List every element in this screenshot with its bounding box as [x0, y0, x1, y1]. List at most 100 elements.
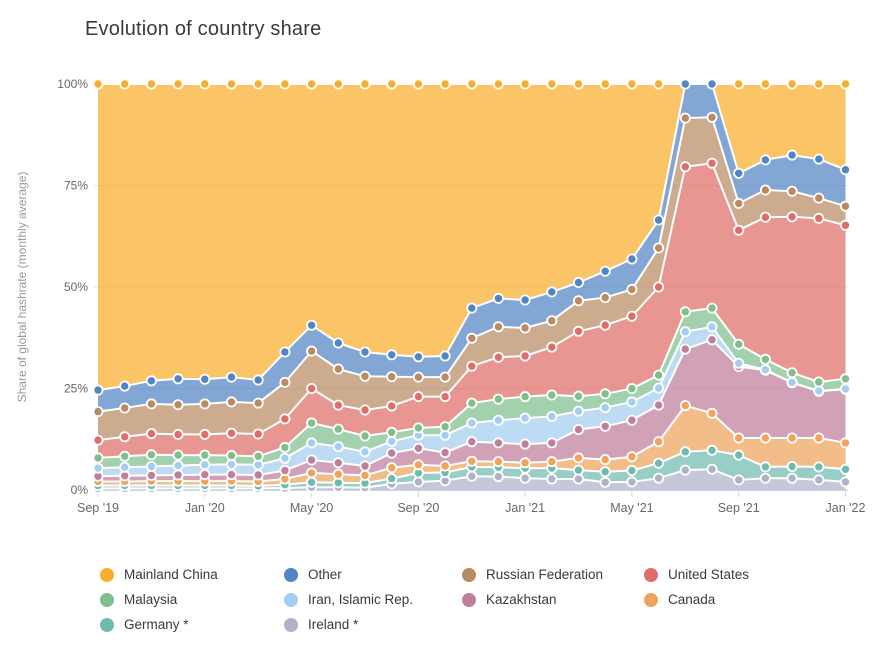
point-canada-sep-21[interactable] [733, 432, 745, 444]
point-canada-may-21[interactable] [626, 451, 638, 463]
legend-item-ireland[interactable]: Ireland * [284, 612, 462, 637]
point-kazakhstan-jun-20[interactable] [332, 457, 344, 469]
point-united-states-may-20[interactable] [306, 382, 318, 394]
point-other-aug-20[interactable] [386, 349, 398, 361]
point-iran-islamic-rep-jul-21[interactable] [679, 326, 691, 338]
point-iran-islamic-rep-apr-21[interactable] [599, 402, 611, 414]
point-other-sep-21[interactable] [733, 167, 745, 179]
point-united-states-jan-21[interactable] [519, 350, 531, 362]
point-iran-islamic-rep-feb-21[interactable] [546, 410, 558, 422]
point-united-states-oct-21[interactable] [759, 211, 771, 223]
point-ireland-jun-21[interactable] [653, 472, 665, 484]
point-russian-federation-may-20[interactable] [306, 345, 318, 357]
point-iran-islamic-rep-dec-20[interactable] [492, 414, 504, 426]
point-russian-federation-feb-20[interactable] [225, 396, 237, 408]
legend-item-united-states[interactable]: United States [644, 562, 834, 587]
point-mainland-china-apr-21[interactable] [599, 78, 611, 90]
point-kazakhstan-aug-21[interactable] [706, 334, 718, 346]
point-iran-islamic-rep-apr-20[interactable] [279, 452, 291, 464]
point-russian-federation-oct-21[interactable] [759, 184, 771, 196]
point-other-jan-21[interactable] [519, 294, 531, 306]
point-germany-aug-20[interactable] [386, 473, 398, 485]
point-mainland-china-jan-21[interactable] [519, 78, 531, 90]
point-kazakhstan-may-20[interactable] [306, 454, 318, 466]
point-malaysia-nov-21[interactable] [786, 367, 798, 379]
point-other-jul-21[interactable] [679, 78, 691, 90]
point-united-states-jul-20[interactable] [359, 404, 371, 416]
point-iran-islamic-rep-dec-21[interactable] [813, 385, 825, 397]
point-russian-federation-sep-21[interactable] [733, 197, 745, 209]
point-mainland-china-dec-19[interactable] [172, 78, 184, 90]
point-united-states-sep-20[interactable] [412, 391, 424, 403]
point-germany-jul-21[interactable] [679, 446, 691, 458]
point-canada-nov-20[interactable] [466, 455, 478, 467]
point-malaysia-nov-20[interactable] [466, 397, 478, 409]
point-ireland-jul-21[interactable] [679, 464, 691, 476]
point-russian-federation-sep-20[interactable] [412, 371, 424, 383]
point-germany-mar-21[interactable] [573, 464, 585, 476]
point-other-dec-19[interactable] [172, 373, 184, 385]
point-ireland-mar-21[interactable] [573, 473, 585, 485]
point-other-may-21[interactable] [626, 253, 638, 265]
point-russian-federation-aug-21[interactable] [706, 111, 718, 123]
point-other-jun-21[interactable] [653, 214, 665, 226]
point-malaysia-jan-22[interactable] [840, 373, 852, 385]
point-iran-islamic-rep-nov-19[interactable] [145, 460, 157, 472]
point-malaysia-may-21[interactable] [626, 382, 638, 394]
point-united-states-mar-21[interactable] [573, 325, 585, 337]
point-mainland-china-dec-21[interactable] [813, 78, 825, 90]
point-canada-may-20[interactable] [306, 467, 318, 479]
point-iran-islamic-rep-sep-21[interactable] [733, 357, 745, 369]
point-united-states-sep-21[interactable] [733, 224, 745, 236]
point-iran-islamic-rep-jan-21[interactable] [519, 412, 531, 424]
point-other-nov-19[interactable] [145, 375, 157, 387]
point-other-jan-22[interactable] [840, 164, 852, 176]
point-iran-islamic-rep-mar-21[interactable] [573, 405, 585, 417]
point-united-states-nov-20[interactable] [466, 360, 478, 372]
point-united-states-jun-20[interactable] [332, 399, 344, 411]
point-mainland-china-feb-20[interactable] [225, 78, 237, 90]
point-malaysia-dec-21[interactable] [813, 376, 825, 388]
point-russian-federation-mar-20[interactable] [252, 397, 264, 409]
point-mainland-china-aug-20[interactable] [386, 78, 398, 90]
point-malaysia-oct-21[interactable] [759, 353, 771, 365]
point-united-states-aug-21[interactable] [706, 157, 718, 169]
point-other-oct-20[interactable] [439, 350, 451, 362]
legend-item-iran-islamic-rep[interactable]: Iran, Islamic Rep. [284, 587, 462, 612]
point-mainland-china-may-20[interactable] [306, 78, 318, 90]
point-united-states-dec-20[interactable] [492, 351, 504, 363]
point-russian-federation-nov-19[interactable] [145, 398, 157, 410]
point-malaysia-dec-20[interactable] [492, 393, 504, 405]
point-canada-nov-21[interactable] [786, 432, 798, 444]
legend-item-russian-federation[interactable]: Russian Federation [462, 562, 644, 587]
legend-item-mainland-china[interactable]: Mainland China [100, 562, 284, 587]
point-malaysia-oct-20[interactable] [439, 421, 451, 433]
point-mainland-china-jul-20[interactable] [359, 78, 371, 90]
point-canada-dec-20[interactable] [492, 456, 504, 468]
point-mainland-china-nov-21[interactable] [786, 78, 798, 90]
point-malaysia-mar-20[interactable] [252, 450, 264, 462]
point-iran-islamic-rep-aug-20[interactable] [386, 435, 398, 447]
point-other-feb-21[interactable] [546, 286, 558, 298]
point-canada-jul-21[interactable] [679, 400, 691, 412]
point-mainland-china-oct-19[interactable] [119, 78, 131, 90]
point-malaysia-jun-21[interactable] [653, 369, 665, 381]
point-other-mar-21[interactable] [573, 276, 585, 288]
point-iran-islamic-rep-dec-19[interactable] [172, 460, 184, 472]
point-malaysia-sep-21[interactable] [733, 338, 745, 350]
point-mainland-china-nov-20[interactable] [466, 78, 478, 90]
point-malaysia-oct-19[interactable] [119, 450, 131, 462]
point-united-states-apr-21[interactable] [599, 319, 611, 331]
point-mainland-china-jan-22[interactable] [840, 78, 852, 90]
point-mainland-china-oct-20[interactable] [439, 78, 451, 90]
point-malaysia-nov-19[interactable] [145, 449, 157, 461]
point-canada-jan-21[interactable] [519, 457, 531, 469]
point-other-apr-20[interactable] [279, 346, 291, 358]
point-russian-federation-may-21[interactable] [626, 283, 638, 295]
legend-item-kazakhstan[interactable]: Kazakhstan [462, 587, 644, 612]
point-kazakhstan-mar-20[interactable] [252, 469, 264, 481]
point-germany-aug-21[interactable] [706, 444, 718, 456]
point-kazakhstan-oct-20[interactable] [439, 447, 451, 459]
point-kazakhstan-may-21[interactable] [626, 414, 638, 426]
point-iran-islamic-rep-feb-20[interactable] [225, 458, 237, 470]
